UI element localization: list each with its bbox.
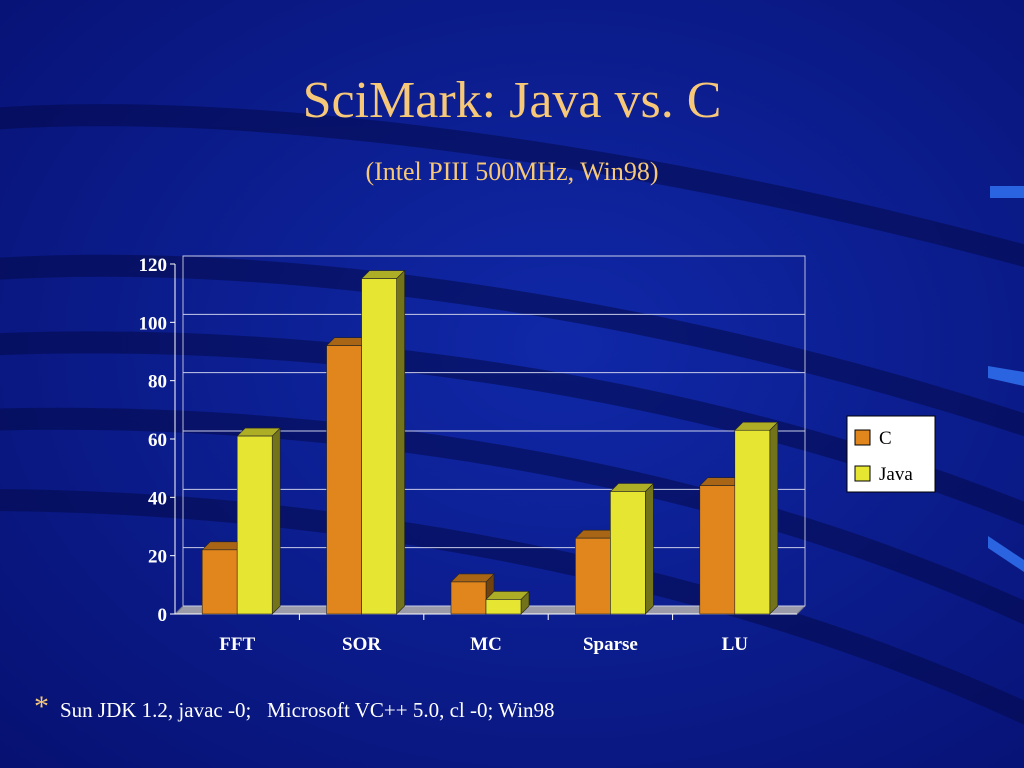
- bar: [734, 429, 771, 615]
- x-tick-label: LU: [722, 634, 749, 655]
- bar-top: [734, 421, 779, 431]
- bar-side: [271, 427, 281, 615]
- bar: [485, 599, 522, 615]
- x-tick-label: FFT: [219, 634, 255, 655]
- footnote-marker: *: [34, 690, 49, 723]
- bar: [201, 549, 238, 615]
- bar: [450, 581, 487, 615]
- y-tick-label: 0: [158, 605, 168, 626]
- x-tick-label: SOR: [342, 634, 381, 655]
- x-tick-label: Sparse: [583, 634, 638, 655]
- chart: 0 20 40 60 80 100 120 FFT SOR MC Sparse LU C Java: [139, 255, 936, 655]
- x-tick-label: MC: [470, 634, 502, 655]
- bar: [575, 537, 611, 615]
- bar-top: [485, 591, 530, 600]
- y-tick-label: 120: [139, 255, 168, 276]
- edge-decor: [988, 186, 1024, 572]
- y-tick-label: 60: [148, 430, 167, 451]
- bar-side: [769, 421, 779, 615]
- bar-top: [450, 573, 495, 583]
- bar: [236, 435, 273, 615]
- bar-side: [396, 269, 405, 615]
- legend-label: Java: [879, 464, 913, 485]
- legend-swatch: [854, 429, 871, 446]
- bar-top: [236, 427, 281, 437]
- slide-subtitle: (Intel PIII 500MHz, Win98): [365, 157, 658, 186]
- y-tick-label: 40: [148, 488, 167, 509]
- bar-side: [645, 482, 654, 615]
- y-tick-label: 80: [148, 372, 167, 393]
- bar: [699, 485, 736, 615]
- legend-label: C: [879, 428, 892, 449]
- bar-top: [360, 270, 406, 279]
- footnote: Sun JDK 1.2, javac -0; Microsoft VC++ 5.…: [60, 698, 555, 722]
- bar: [361, 278, 397, 615]
- legend-swatch: [854, 465, 871, 482]
- y-tick-label: 20: [148, 547, 167, 568]
- bar-top: [609, 483, 655, 492]
- background-swooshes: [0, 104, 1024, 725]
- bar: [610, 491, 646, 615]
- bar: [326, 345, 362, 615]
- y-tick-label: 100: [139, 313, 168, 334]
- slide-title: SciMark: Java vs. C: [303, 72, 722, 129]
